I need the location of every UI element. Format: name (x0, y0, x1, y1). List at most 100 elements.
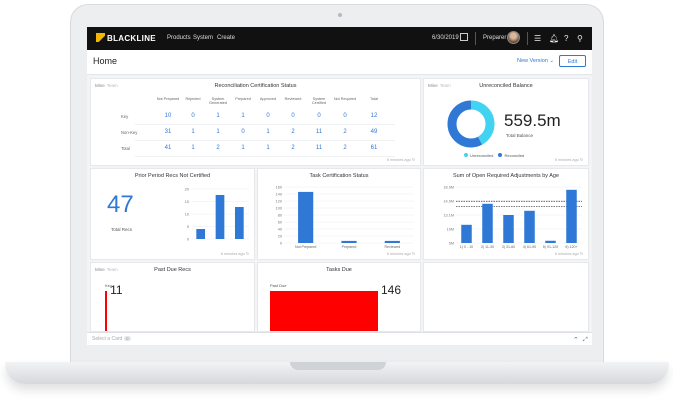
total-recs-value: 47 (107, 191, 134, 218)
prior-period-card[interactable]: Prior Period Recs Not Certified 47 Total… (90, 168, 255, 260)
brand-logo[interactable]: BLACKLINE (96, 33, 156, 43)
table-cell[interactable]: 41 (164, 145, 172, 151)
refresh-icon[interactable]: ↻ (411, 158, 415, 162)
bar[interactable] (545, 240, 556, 243)
bell-icon[interactable]: 🔔︎ (549, 34, 560, 43)
table-cell[interactable]: 2 (343, 129, 347, 135)
bar[interactable] (234, 207, 244, 239)
role-label[interactable]: Preparer (483, 35, 507, 41)
donut-chart[interactable] (446, 99, 496, 149)
chevron-down-icon: ⌄ (549, 58, 555, 64)
refresh-icon[interactable]: ↻ (245, 252, 249, 256)
mine-tab[interactable]: Mine (95, 267, 105, 272)
calendar-icon[interactable] (460, 33, 468, 41)
table-cell[interactable]: 1 (216, 113, 220, 119)
unreconciled-balance-card[interactable]: Mine Team Unreconciled Balance 559.5m Tot… (423, 78, 589, 166)
adjustments-card[interactable]: Sum of Open Required Adjustments by Age … (423, 168, 589, 260)
nav-system[interactable]: System (193, 35, 214, 41)
table-cell[interactable]: 11 (315, 145, 323, 151)
edit-button[interactable]: Edit (559, 55, 586, 67)
x-tick-label: Prepared (342, 245, 357, 249)
recon-cert-card[interactable]: Mine Team Reconciliation Certification St… (90, 78, 421, 166)
card-title: Past Due Recs (154, 267, 191, 273)
table-cell[interactable]: 2 (343, 145, 347, 151)
page-title: Home (93, 56, 118, 66)
avatar[interactable] (507, 31, 520, 44)
table-cell[interactable]: 2 (216, 145, 220, 151)
bar[interactable] (298, 191, 314, 243)
table-cell[interactable]: 2 (291, 145, 295, 151)
mine-team-toggle[interactable]: Mine Team (95, 267, 118, 272)
table-cell[interactable]: 11 (315, 129, 323, 135)
table-cell[interactable]: 31 (164, 129, 172, 135)
table-cell[interactable]: 0 (266, 113, 270, 119)
search-icon[interactable]: ⚲ (577, 34, 583, 43)
mine-tab[interactable]: Mine (428, 83, 438, 88)
list-icon[interactable]: ☰ (534, 34, 542, 43)
bar[interactable] (196, 229, 206, 239)
y-tick-label: 40 (278, 227, 282, 231)
task-cert-card[interactable]: Task Certification Status 160 140 120 100 80… (257, 168, 421, 260)
y-tick-label: 5 (187, 225, 189, 229)
bar[interactable] (461, 224, 472, 243)
nav-create[interactable]: Create (217, 35, 236, 41)
tasks-due-value: 146 (381, 283, 402, 297)
timestamp: 6 minutes ago ↻ (554, 158, 583, 162)
nav-products[interactable]: Products (167, 35, 191, 41)
past-due-bar[interactable] (105, 291, 108, 331)
bar[interactable] (482, 203, 493, 243)
table-cell[interactable]: 1 (191, 145, 195, 151)
card-title: Task Certification Status (309, 173, 369, 179)
table-cell[interactable]: 1 (266, 145, 270, 151)
mine-team-toggle[interactable]: Mine Team (428, 83, 451, 88)
tasks-due-bar[interactable] (270, 291, 378, 331)
bar[interactable] (503, 215, 514, 243)
table-cell[interactable]: 1 (241, 145, 245, 151)
table-cell[interactable]: 0 (191, 113, 195, 119)
refresh-icon[interactable]: ↻ (579, 158, 583, 162)
period-date[interactable]: 6/30/2019 (432, 35, 459, 41)
table-cell[interactable]: 2 (291, 129, 295, 135)
bar[interactable] (384, 240, 400, 243)
tasks-due-card[interactable]: Tasks Due Past Due 146 (257, 262, 421, 332)
chevron-up-icon[interactable]: ⌃ (573, 337, 579, 344)
bar[interactable] (524, 210, 535, 243)
team-tab[interactable]: Team (439, 83, 451, 88)
table-cell[interactable]: 10 (164, 113, 172, 119)
bar[interactable] (566, 189, 577, 243)
y-tick-label: 10 (185, 212, 189, 216)
table-cell[interactable]: 0 (241, 129, 245, 135)
table-cell[interactable]: 61 (370, 145, 378, 151)
x-tick-label: 4) 61-90 (523, 245, 536, 249)
new-version-dropdown[interactable]: New Version ⌄ (517, 58, 555, 64)
select-card-dropdown[interactable]: Select a Card 0 (92, 336, 131, 342)
refresh-icon[interactable]: ↻ (411, 252, 415, 256)
team-tab[interactable]: Team (106, 83, 118, 88)
column-header: Total (369, 97, 379, 101)
refresh-icon[interactable]: ↻ (579, 252, 583, 256)
table-cell[interactable]: 49 (370, 129, 378, 135)
y-tick-label: 140 (276, 192, 282, 196)
pie-slice[interactable] (447, 100, 495, 148)
table-cell[interactable]: 1 (216, 129, 220, 135)
mine-tab[interactable]: Mine (95, 83, 105, 88)
table-cell[interactable]: 1 (191, 129, 195, 135)
card-title: Prior Period Recs Not Certified (134, 173, 211, 179)
table-cell[interactable]: 1 (241, 113, 245, 119)
y-tick-label: 14.9M (443, 199, 454, 203)
bar[interactable] (341, 240, 357, 243)
past-due-recs-card[interactable]: Mine Team Past Due Recs Key 11 (90, 262, 255, 332)
table-cell[interactable]: 0 (343, 113, 347, 119)
help-icon[interactable]: ? (564, 34, 569, 43)
y-tick-label: 80 (278, 213, 282, 217)
team-tab[interactable]: Team (106, 267, 118, 272)
table-cell[interactable]: 1 (266, 129, 270, 135)
bar[interactable] (215, 195, 225, 239)
row-divider (135, 124, 395, 125)
table-cell[interactable]: 12 (370, 113, 378, 119)
expand-icon[interactable]: ⤢ (583, 337, 588, 343)
screen: BLACKLINE Products System Create 6/30/20… (87, 27, 592, 345)
table-cell[interactable]: 0 (317, 113, 321, 119)
table-cell[interactable]: 0 (291, 113, 295, 119)
mine-team-toggle[interactable]: Mine Team (95, 83, 118, 88)
